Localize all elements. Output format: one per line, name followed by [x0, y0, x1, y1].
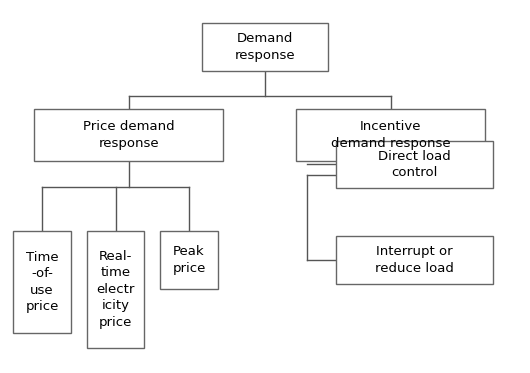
FancyBboxPatch shape	[336, 141, 493, 188]
FancyBboxPatch shape	[202, 23, 328, 71]
Text: Interrupt or
reduce load: Interrupt or reduce load	[375, 245, 454, 275]
FancyBboxPatch shape	[336, 236, 493, 284]
Text: Time
-of-
use
price: Time -of- use price	[25, 251, 59, 313]
Text: Direct load
control: Direct load control	[378, 150, 451, 179]
Text: Real-
time
electr
icity
price: Real- time electr icity price	[96, 250, 135, 329]
Text: Price demand
response: Price demand response	[83, 120, 174, 150]
FancyBboxPatch shape	[296, 109, 485, 161]
Text: Demand
response: Demand response	[235, 32, 295, 62]
FancyBboxPatch shape	[13, 231, 71, 333]
Text: Peak
price: Peak price	[172, 245, 206, 275]
Text: Incentive
demand response: Incentive demand response	[331, 120, 450, 150]
FancyBboxPatch shape	[34, 109, 223, 161]
FancyBboxPatch shape	[87, 231, 144, 348]
FancyBboxPatch shape	[160, 231, 218, 289]
